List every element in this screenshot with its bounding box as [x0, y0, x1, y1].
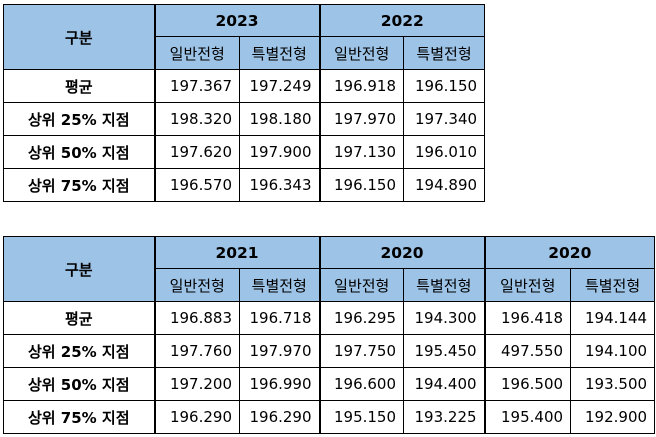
table-cell: 196.600	[318, 367, 405, 401]
table-cell: 195.150	[318, 400, 405, 434]
table-cell: 194.144	[570, 301, 656, 335]
table1-year-header: 2023	[153, 4, 321, 37]
table-cell: 196.418	[483, 301, 572, 335]
table-cell: 197.620	[153, 135, 240, 169]
table-row: 상위 25% 지점 197.760 197.970 197.750 195.45…	[3, 334, 656, 368]
row-label: 상위 25% 지점	[3, 334, 155, 368]
table-cell: 193.225	[403, 400, 486, 434]
row-label: 상위 75% 지점	[3, 168, 155, 202]
table2-sub-header: 특별전형	[238, 268, 321, 302]
table-cell: 196.883	[153, 301, 240, 335]
table1-sub-header: 일반전형	[153, 36, 240, 70]
table-cell: 196.150	[318, 168, 405, 202]
table2-sub-header: 일반전형	[153, 268, 240, 302]
table-cell: 196.290	[238, 400, 321, 434]
table-cell: 197.760	[153, 334, 240, 368]
table2-sub-header: 특별전형	[403, 268, 486, 302]
row-label: 상위 75% 지점	[3, 400, 155, 434]
table-cell: 198.320	[153, 102, 240, 136]
table-cell: 197.750	[318, 334, 405, 368]
table-cell: 194.890	[403, 168, 486, 202]
row-label: 평균	[3, 301, 155, 335]
table2-sub-header: 일반전형	[483, 268, 572, 302]
table-row: 상위 50% 지점 197.200 196.990 196.600 194.40…	[3, 367, 656, 401]
table-cell: 194.100	[570, 334, 656, 368]
table-row: 평균 196.883 196.718 196.295 194.300 196.4…	[3, 301, 656, 335]
table2-sub-header: 일반전형	[318, 268, 405, 302]
table-cell: 196.570	[153, 168, 240, 202]
table-cell: 197.970	[238, 334, 321, 368]
table1-sub-header: 특별전형	[403, 36, 486, 70]
table2-sub-header: 특별전형	[570, 268, 656, 302]
table2-year-header: 2020	[483, 236, 656, 269]
row-label: 평균	[3, 69, 155, 103]
table-row: 상위 50% 지점 197.620 197.900 197.130 196.01…	[3, 135, 486, 169]
table-cell: 197.200	[153, 367, 240, 401]
table-cell: 197.249	[238, 69, 321, 103]
table-cell: 193.500	[570, 367, 656, 401]
table-cell: 497.550	[483, 334, 572, 368]
table-cell: 196.295	[318, 301, 405, 335]
table-row: 상위 75% 지점 196.570 196.343 196.150 194.89…	[3, 168, 486, 202]
table-row: 상위 75% 지점 196.290 196.290 195.150 193.22…	[3, 400, 656, 434]
table-cell: 197.130	[318, 135, 405, 169]
table-cell: 197.367	[153, 69, 240, 103]
table2-corner-label: 구분	[3, 236, 155, 302]
table1-sub-header: 일반전형	[318, 36, 405, 70]
table-cell: 198.180	[238, 102, 321, 136]
table2-year-header: 2020	[318, 236, 486, 269]
table1-corner-label: 구분	[3, 4, 155, 70]
table2-year-header: 2021	[153, 236, 321, 269]
table-cell: 194.300	[403, 301, 486, 335]
table-cell: 196.290	[153, 400, 240, 434]
table-cell: 196.010	[403, 135, 486, 169]
table-cell: 196.990	[238, 367, 321, 401]
table1-year-header: 2022	[318, 4, 486, 37]
row-label: 상위 50% 지점	[3, 367, 155, 401]
row-label: 상위 25% 지점	[3, 102, 155, 136]
table-cell: 196.500	[483, 367, 572, 401]
table-cell: 197.340	[403, 102, 486, 136]
table-cell: 196.343	[238, 168, 321, 202]
table-cell: 196.718	[238, 301, 321, 335]
table-cell: 196.150	[403, 69, 486, 103]
table-cell: 196.918	[318, 69, 405, 103]
score-table-2021-2020: 구분 2021 2020 2020 일반전형 특별전형 일반전형 특별전형 일반…	[3, 236, 656, 434]
table1-sub-header: 특별전형	[238, 36, 321, 70]
table-row: 상위 25% 지점 198.320 198.180 197.970 197.34…	[3, 102, 486, 136]
table-cell: 195.400	[483, 400, 572, 434]
table-cell: 192.900	[570, 400, 656, 434]
table-cell: 197.970	[318, 102, 405, 136]
score-table-2023-2022: 구분 2023 2022 일반전형 특별전형 일반전형 특별전형 평균 197.…	[3, 4, 486, 202]
table-cell: 194.400	[403, 367, 486, 401]
table-row: 평균 197.367 197.249 196.918 196.150	[3, 69, 486, 103]
table-cell: 197.900	[238, 135, 321, 169]
row-label: 상위 50% 지점	[3, 135, 155, 169]
table-cell: 195.450	[403, 334, 486, 368]
